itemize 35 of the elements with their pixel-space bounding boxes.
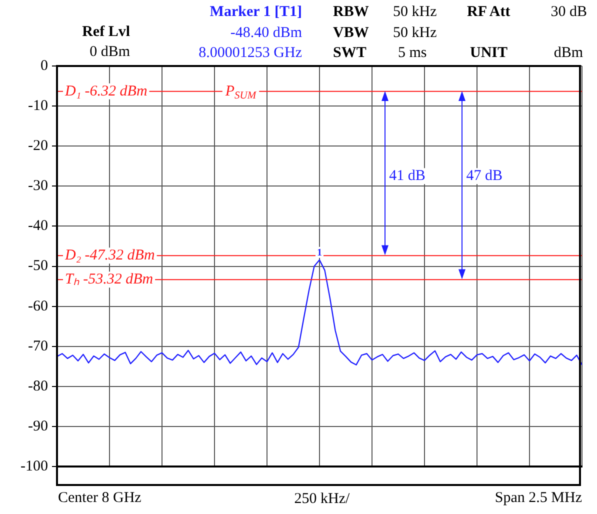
annotation: 1 bbox=[317, 247, 322, 258]
text: SWT bbox=[333, 44, 366, 63]
text: Marker 1 [T1] bbox=[210, 3, 302, 22]
text: UNIT bbox=[470, 44, 508, 63]
text: VBW bbox=[333, 24, 369, 43]
text: Center 8 GHz bbox=[58, 489, 142, 508]
ref-line-label: D₂ -47.32 dBm bbox=[64, 248, 155, 264]
text: 5 ms bbox=[398, 44, 427, 63]
y-tick-label: -100 bbox=[20, 458, 48, 475]
text: -48.40 dBm bbox=[230, 24, 302, 43]
text: 30 dB bbox=[550, 3, 587, 22]
y-tick-label: -50 bbox=[28, 258, 48, 274]
text: RBW bbox=[333, 3, 369, 22]
y-tick-label: -60 bbox=[28, 298, 48, 314]
text: Ref Lvl bbox=[82, 23, 130, 42]
text: 8.00001253 GHz bbox=[198, 44, 302, 63]
annotation: 41 dB bbox=[389, 168, 426, 184]
y-tick-label: 0 bbox=[40, 58, 48, 74]
ref-line-label: D₁ -6.32 dBm bbox=[64, 83, 148, 100]
text: 0 dBm bbox=[90, 43, 130, 62]
y-tick-label: -90 bbox=[28, 418, 48, 434]
text: dBm bbox=[554, 44, 583, 63]
annotation: 47 dB bbox=[466, 168, 503, 184]
ref-line-label: Tₕ -53.32 dBm bbox=[65, 272, 154, 288]
text: 50 kHz bbox=[393, 3, 437, 22]
y-tick-label: -70 bbox=[28, 338, 48, 354]
y-tick-label: -80 bbox=[28, 378, 48, 394]
y-tick-label: -30 bbox=[28, 178, 48, 194]
y-tick-label: -10 bbox=[28, 98, 48, 114]
y-tick-label: -20 bbox=[28, 138, 48, 154]
text: RF Att bbox=[467, 3, 510, 22]
text: 250 kHz/ bbox=[294, 490, 350, 509]
y-tick-label: -40 bbox=[28, 218, 48, 234]
text: 50 kHz bbox=[393, 24, 437, 43]
text: Span 2.5 MHz bbox=[494, 489, 582, 508]
